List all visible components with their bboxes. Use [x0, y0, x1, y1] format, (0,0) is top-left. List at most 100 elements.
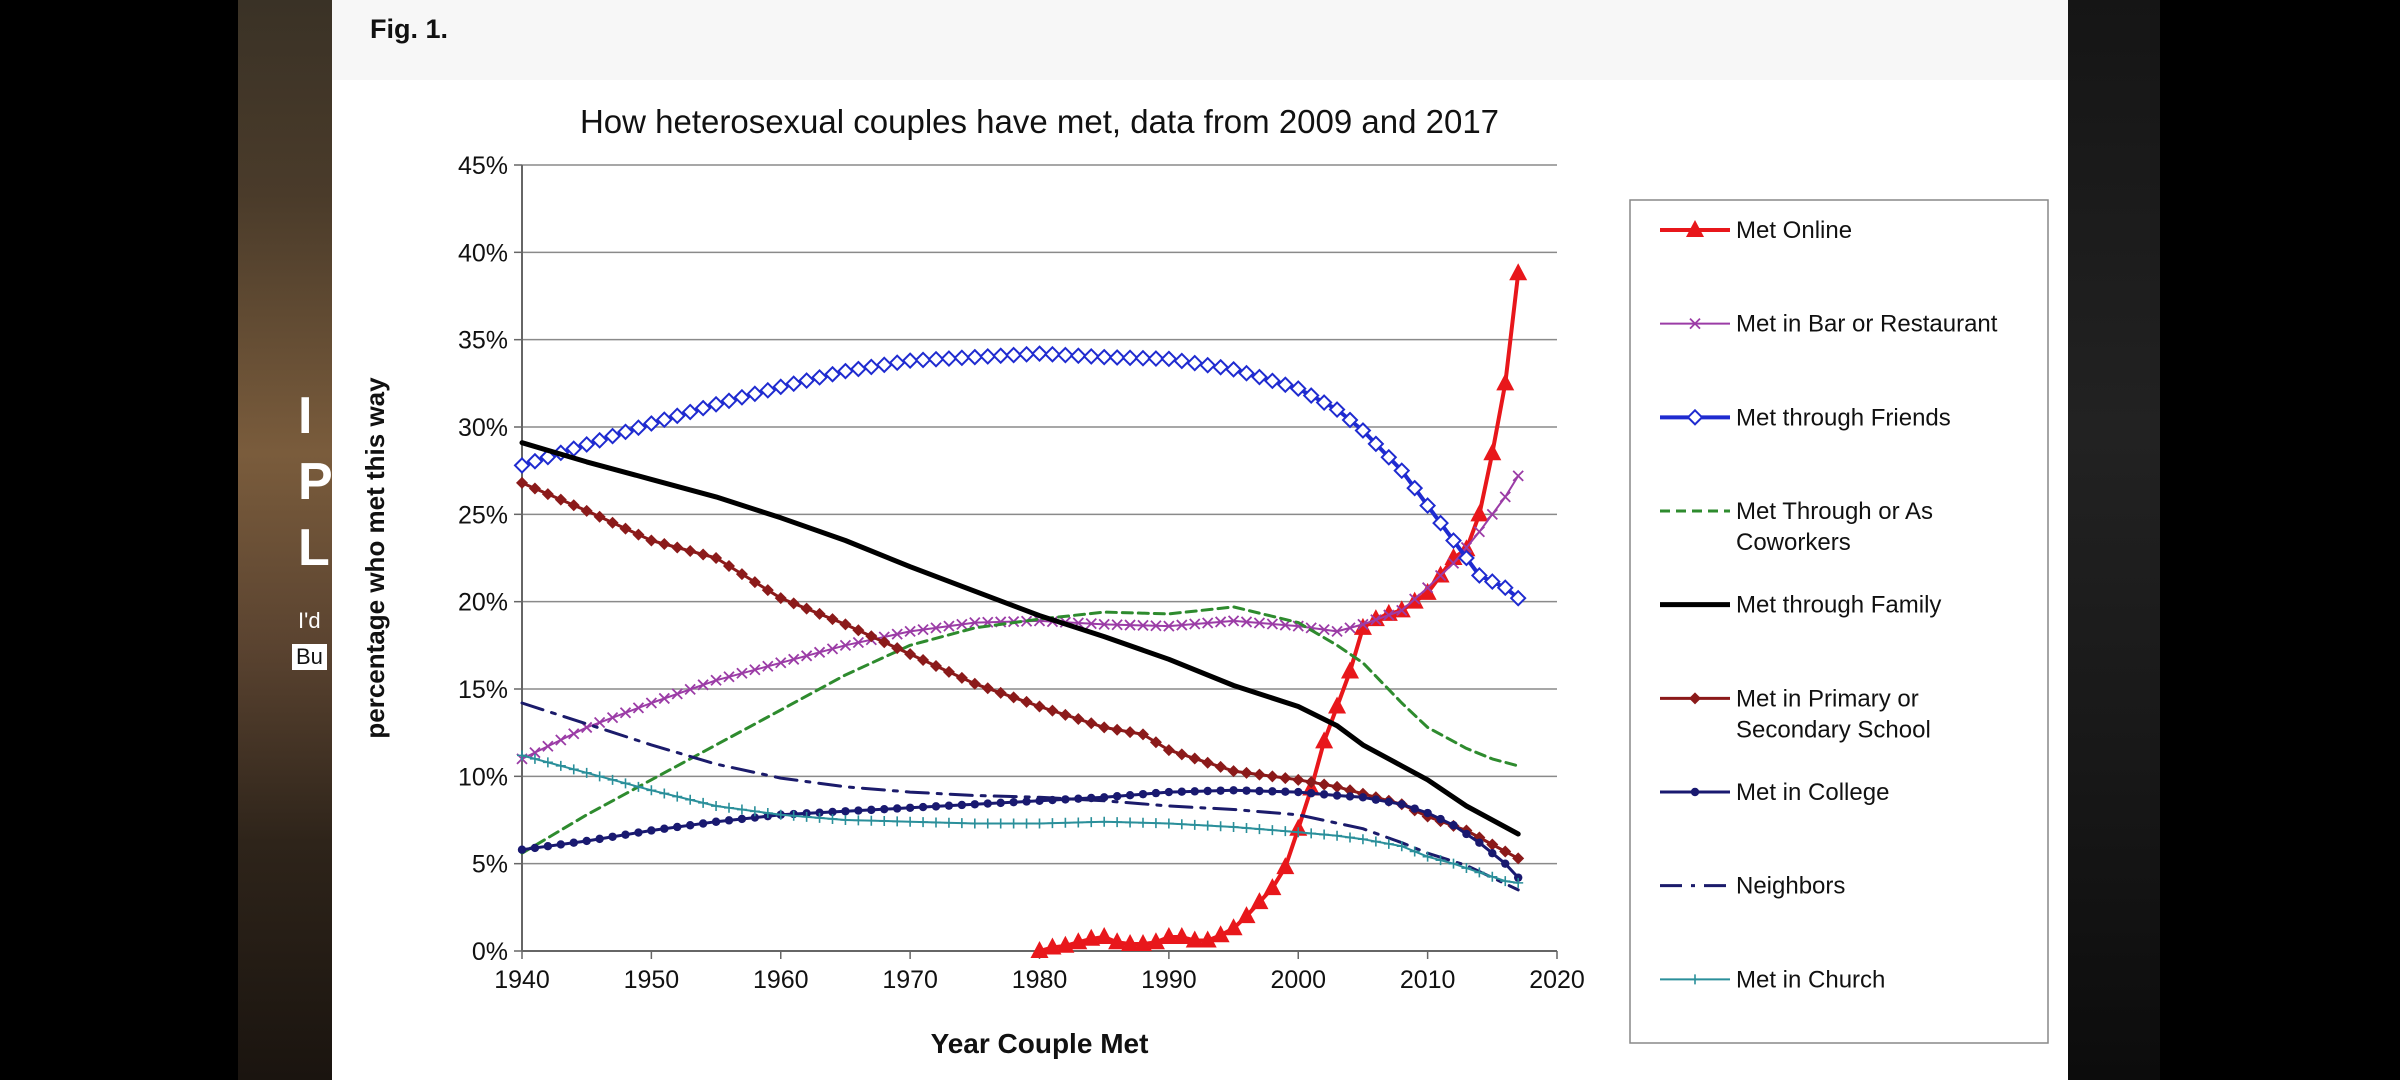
data-point-diamond-open	[630, 419, 647, 437]
legend-item: Met in Primary or Secondary School	[1660, 685, 1931, 743]
data-point-diamond-open	[1406, 479, 1424, 497]
data-point-plus	[1487, 871, 1498, 882]
data-point-dot	[867, 805, 876, 815]
data-point-dot	[1345, 792, 1355, 801]
data-point-plus	[1008, 818, 1019, 829]
data-point-diamond-open	[811, 368, 828, 386]
data-point-plus	[801, 811, 812, 822]
data-point-diamond-open	[1354, 422, 1372, 439]
data-point-triangle	[1470, 504, 1489, 522]
data-point-x	[1124, 619, 1136, 631]
data-point-x	[684, 683, 696, 695]
data-point-plus	[892, 816, 903, 827]
data-point-diamond-open	[914, 351, 932, 369]
data-point-dot	[828, 807, 837, 817]
data-point-triangle	[1108, 932, 1127, 950]
data-point-diamond-open	[733, 388, 751, 406]
data-point-dot	[1203, 786, 1212, 796]
data-point-diamond-open	[1018, 345, 1035, 363]
data-point-dot	[737, 814, 747, 824]
data-point-diamond	[1201, 756, 1214, 769]
data-point-diamond-open	[642, 415, 660, 432]
y-tick-label: 40%	[458, 239, 508, 267]
data-point-diamond-open	[1251, 368, 1268, 386]
data-point-dot	[892, 804, 902, 813]
data-point-dot	[983, 799, 992, 808]
data-point-diamond	[671, 541, 684, 554]
data-point-plus	[1073, 817, 1084, 828]
data-point-dot	[970, 800, 980, 809]
data-point-diamond-open	[1315, 394, 1333, 411]
data-point-dot	[582, 836, 591, 846]
data-point-diamond	[567, 499, 580, 512]
legend-item: Met through Friends	[1660, 404, 1951, 431]
data-point-x	[1357, 618, 1369, 631]
data-point-x	[568, 728, 580, 740]
data-point-diamond	[1149, 736, 1162, 749]
data-point-plus	[1409, 846, 1420, 857]
data-point-x	[917, 623, 929, 636]
background-right-strip	[2068, 0, 2160, 1080]
series-2	[513, 345, 1527, 607]
data-point-dot	[957, 800, 967, 810]
background-left-strip	[238, 0, 332, 1080]
data-point-dot	[750, 813, 760, 822]
data-point-diamond-open	[1380, 448, 1398, 466]
data-point-diamond	[684, 545, 697, 558]
data-point-plus	[1422, 851, 1433, 862]
data-point-diamond-open	[759, 381, 777, 399]
legend-item: Met Through or As Coworkers	[1660, 498, 1933, 556]
data-point-triangle	[1328, 696, 1347, 714]
data-point-x	[1227, 615, 1240, 627]
data-point-x	[671, 688, 683, 700]
data-point-diamond	[632, 528, 645, 541]
data-point-dot	[569, 838, 578, 847]
data-point-triangle	[1431, 565, 1450, 583]
data-point-x	[1434, 569, 1447, 582]
legend-label: Neighbors	[1736, 873, 1845, 900]
data-point-diamond-open	[1341, 411, 1359, 429]
data-point-dot	[711, 817, 721, 826]
data-point-plus	[1125, 817, 1136, 828]
data-point-dot	[647, 826, 656, 835]
data-point-diamond-open	[681, 403, 699, 421]
data-point-plus	[555, 760, 566, 771]
data-point-x	[542, 740, 554, 752]
y-tick-label: 20%	[458, 589, 508, 617]
bg-fragment-small2: Bu	[292, 644, 327, 670]
data-point-plus	[749, 806, 760, 817]
series-8	[517, 750, 1524, 888]
data-point-diamond-open	[862, 358, 880, 376]
data-point-diamond	[761, 584, 774, 597]
data-point-diamond	[593, 510, 606, 523]
data-point-diamond	[852, 624, 865, 637]
data-point-plus	[931, 817, 941, 828]
data-point-dot	[996, 798, 1005, 808]
data-point-x	[839, 639, 852, 651]
data-point-dot	[685, 821, 695, 830]
data-point-x	[632, 702, 645, 714]
data-point-plus	[866, 815, 877, 826]
data-point-x	[891, 628, 903, 640]
data-point-diamond	[697, 548, 710, 561]
data-point-diamond-open	[694, 399, 712, 417]
legend-label: Met through Friends	[1736, 404, 1951, 431]
data-point-plus	[969, 818, 980, 829]
data-point-diamond-open	[1686, 408, 1704, 426]
data-point-dot	[918, 802, 928, 812]
data-point-triangle	[1043, 937, 1062, 955]
data-point-dot	[1436, 814, 1445, 824]
bg-fragment-line2: P	[298, 453, 333, 511]
data-point-diamond-open	[1173, 352, 1191, 370]
data-point-triangle	[1418, 582, 1437, 600]
data-point-diamond-open	[1199, 356, 1217, 374]
legend-item: Neighbors	[1660, 873, 1845, 900]
data-point-diamond	[1059, 708, 1072, 721]
data-point-triangle	[1250, 892, 1269, 910]
data-point-diamond	[1266, 770, 1279, 783]
x-tick-label: 1980	[1012, 966, 1068, 994]
data-point-dot	[1177, 787, 1187, 796]
data-point-triangle	[1686, 220, 1704, 237]
data-point-diamond	[800, 602, 813, 615]
data-point-plus	[1060, 817, 1071, 828]
